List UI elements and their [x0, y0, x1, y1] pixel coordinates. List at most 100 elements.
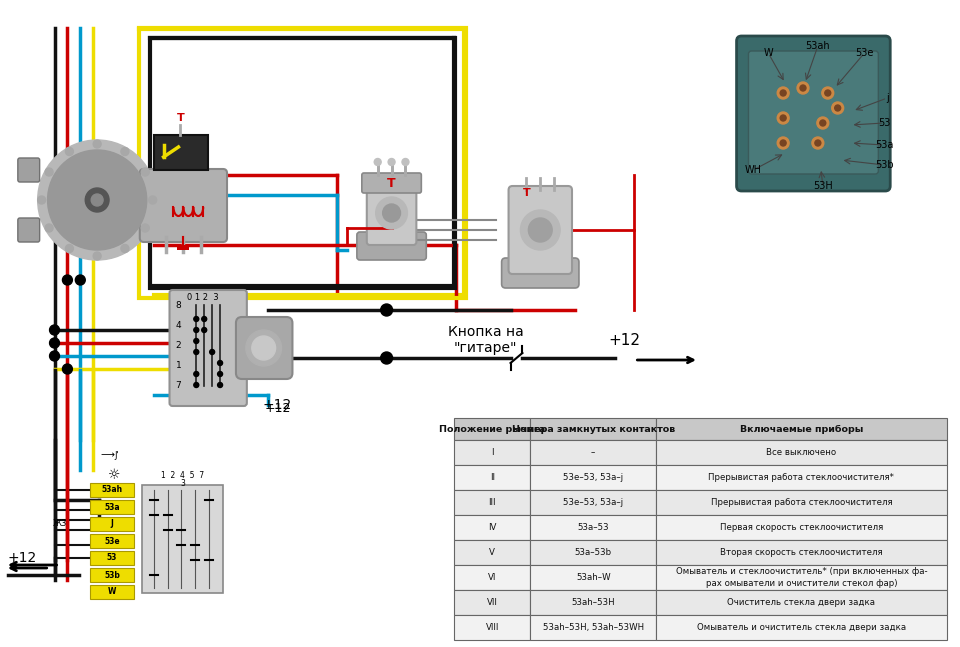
Circle shape — [218, 371, 223, 377]
Text: 53ah–W: 53ah–W — [576, 573, 611, 582]
Circle shape — [246, 330, 281, 366]
Bar — [656, 465, 947, 490]
Text: J: J — [110, 520, 113, 529]
Bar — [656, 565, 947, 590]
Text: VII: VII — [487, 598, 497, 607]
FancyBboxPatch shape — [236, 317, 293, 379]
Circle shape — [62, 275, 72, 285]
Circle shape — [383, 204, 400, 222]
Circle shape — [48, 150, 147, 250]
Bar — [656, 590, 947, 615]
FancyBboxPatch shape — [736, 36, 890, 191]
Text: J': J' — [114, 450, 119, 459]
Text: 7: 7 — [176, 382, 181, 391]
Text: 8: 8 — [176, 302, 181, 311]
Text: III: III — [489, 498, 496, 507]
Bar — [454, 465, 531, 490]
Circle shape — [778, 137, 789, 149]
Bar — [142, 485, 223, 593]
Circle shape — [50, 325, 60, 335]
Circle shape — [121, 245, 129, 252]
Bar — [454, 515, 531, 540]
Bar — [178, 245, 189, 250]
Circle shape — [93, 252, 101, 260]
Text: VIII: VIII — [486, 623, 499, 632]
Circle shape — [194, 371, 199, 377]
Text: +12: +12 — [7, 551, 36, 565]
Circle shape — [202, 327, 206, 333]
FancyBboxPatch shape — [170, 290, 247, 406]
Text: Прерывистая работа стеклоочистителя: Прерывистая работа стеклоочистителя — [710, 498, 892, 507]
Text: Ж3: Ж3 — [54, 520, 67, 529]
Circle shape — [374, 159, 381, 166]
Circle shape — [45, 168, 53, 176]
Bar — [656, 615, 947, 640]
Text: 53H: 53H — [813, 181, 832, 191]
Circle shape — [388, 159, 396, 166]
Bar — [656, 440, 947, 465]
Text: 53a–53b: 53a–53b — [575, 548, 612, 557]
Circle shape — [194, 382, 199, 388]
Circle shape — [50, 351, 60, 361]
FancyBboxPatch shape — [362, 173, 421, 193]
Circle shape — [141, 224, 149, 232]
Bar — [90, 534, 133, 548]
Bar — [531, 418, 656, 440]
Text: Первая скорость стеклоочистителя: Первая скорость стеклоочистителя — [720, 523, 883, 532]
Text: 53e–53, 53a–j: 53e–53, 53a–j — [564, 473, 623, 482]
Circle shape — [91, 194, 103, 206]
Circle shape — [218, 382, 223, 388]
Circle shape — [797, 82, 809, 94]
Bar — [90, 483, 133, 497]
Circle shape — [825, 90, 830, 96]
Circle shape — [75, 275, 85, 285]
FancyBboxPatch shape — [367, 184, 417, 245]
Bar — [531, 465, 656, 490]
Text: j: j — [886, 93, 889, 103]
Text: Очиститель стекла двери задка: Очиститель стекла двери задка — [728, 598, 876, 607]
Text: VI: VI — [488, 573, 496, 582]
Bar — [531, 615, 656, 640]
Circle shape — [812, 137, 824, 149]
Text: ⟶: ⟶ — [100, 450, 114, 460]
Circle shape — [815, 140, 821, 146]
Text: 53e–53, 53a–j: 53e–53, 53a–j — [564, 498, 623, 507]
Text: 53a: 53a — [876, 140, 894, 150]
Circle shape — [218, 360, 223, 366]
Circle shape — [780, 90, 786, 96]
Circle shape — [820, 120, 826, 126]
Circle shape — [780, 115, 786, 121]
Text: 0 1 2  3: 0 1 2 3 — [187, 294, 219, 303]
Circle shape — [381, 352, 393, 364]
Bar — [90, 517, 133, 531]
Text: Положение рычага: Положение рычага — [439, 424, 545, 433]
Text: 53e: 53e — [855, 48, 874, 58]
Circle shape — [65, 245, 73, 252]
FancyBboxPatch shape — [18, 158, 39, 182]
Circle shape — [780, 140, 786, 146]
Circle shape — [252, 336, 276, 360]
Text: I: I — [491, 448, 493, 457]
Text: 53ah–53H, 53ah–53WH: 53ah–53H, 53ah–53WH — [542, 623, 644, 632]
Circle shape — [85, 188, 109, 212]
Circle shape — [834, 105, 841, 111]
Text: Омыватель и очиститель стекла двери задка: Омыватель и очиститель стекла двери задк… — [697, 623, 906, 632]
Bar — [90, 568, 133, 582]
Text: 53a: 53a — [105, 503, 120, 512]
Text: II: II — [490, 473, 494, 482]
Circle shape — [202, 316, 206, 322]
Bar — [531, 540, 656, 565]
FancyBboxPatch shape — [502, 258, 579, 288]
Text: V: V — [490, 548, 495, 557]
Bar — [454, 590, 531, 615]
Circle shape — [520, 210, 560, 250]
Text: Включаемые приборы: Включаемые приборы — [740, 424, 863, 433]
Text: 53: 53 — [878, 118, 891, 128]
Circle shape — [209, 349, 215, 355]
Text: 53ah: 53ah — [805, 41, 830, 51]
Circle shape — [62, 364, 72, 374]
Text: ☼: ☼ — [108, 468, 120, 482]
Text: T: T — [387, 177, 396, 190]
Bar — [656, 490, 947, 515]
Bar — [454, 440, 531, 465]
